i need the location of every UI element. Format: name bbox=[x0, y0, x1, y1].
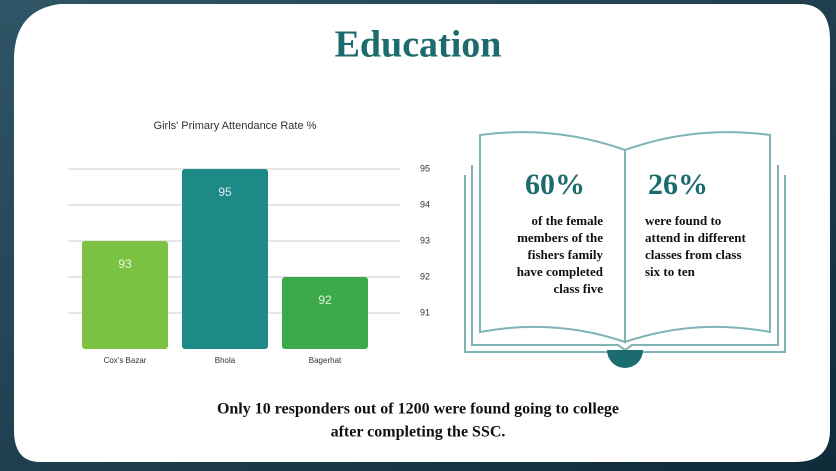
footer-text: Only 10 responders out of 1200 were foun… bbox=[217, 401, 619, 418]
y-tick-label: 93 bbox=[420, 235, 430, 245]
stat-description: classes from class bbox=[645, 247, 742, 262]
bar bbox=[282, 277, 368, 349]
slide-title: Education bbox=[335, 24, 502, 66]
y-tick-label: 92 bbox=[420, 271, 430, 281]
stat: 60% bbox=[525, 168, 585, 201]
stat: 26% bbox=[648, 168, 708, 201]
stat-description: class five bbox=[554, 281, 604, 296]
stat-description: members of the bbox=[517, 230, 603, 245]
x-tick-label: Cox's Bazar bbox=[104, 356, 147, 365]
stat-description: of the female bbox=[532, 213, 604, 228]
y-tick-label: 94 bbox=[420, 199, 430, 209]
bar-label: 92 bbox=[318, 293, 332, 307]
bar bbox=[182, 169, 268, 349]
bar-label: 95 bbox=[218, 185, 232, 199]
stat-description: six to ten bbox=[645, 264, 696, 279]
x-tick-label: Bhola bbox=[215, 356, 236, 365]
y-tick-label: 95 bbox=[420, 163, 430, 173]
stat-description: attend in different bbox=[645, 230, 747, 245]
chart-title: Girls' Primary Attendance Rate % bbox=[154, 120, 317, 132]
stat-description: have completed bbox=[517, 264, 604, 279]
book-spine bbox=[607, 350, 643, 368]
y-tick-label: 91 bbox=[420, 307, 430, 317]
bar bbox=[82, 241, 168, 349]
book bbox=[464, 131, 786, 360]
footer-text: after completing the SSC. bbox=[331, 424, 506, 441]
bar-label: 93 bbox=[118, 257, 132, 271]
stat-description: fishers family bbox=[528, 247, 604, 262]
x-tick-label: Bagerhat bbox=[309, 356, 342, 365]
stat-description: were found to bbox=[645, 213, 721, 228]
